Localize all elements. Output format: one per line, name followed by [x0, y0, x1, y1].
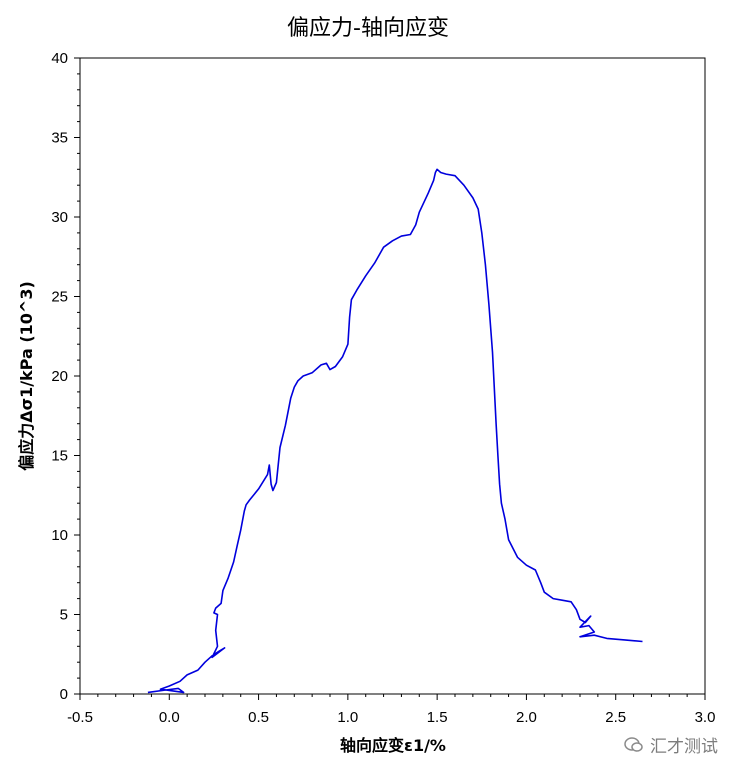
- x-tick-label: 2.0: [516, 709, 537, 726]
- y-tick-label: 30: [51, 209, 68, 226]
- x-tick-label: 2.5: [605, 709, 626, 726]
- plot-area-frame: [79, 57, 706, 695]
- y-tick-label: 25: [51, 289, 68, 306]
- x-tick-label: 3.0: [695, 709, 716, 726]
- x-tick-label: 1.5: [427, 709, 448, 726]
- x-tick-label: 0.5: [248, 709, 269, 726]
- y-tick-label: 20: [51, 368, 68, 385]
- y-tick-label: 15: [51, 448, 68, 465]
- y-axis: 0 5 10 15 20 25 30 35 40: [51, 50, 80, 703]
- x-tick-label: -0.5: [67, 709, 93, 726]
- watermark-text: 汇才测试: [650, 737, 718, 757]
- watermark: 汇才测试: [624, 732, 718, 757]
- y-tick-label: 10: [51, 527, 68, 544]
- data-series-line: [147, 168, 643, 694]
- y-tick-label: 0: [60, 686, 68, 703]
- y-tick-label: 35: [51, 130, 68, 147]
- y-tick-label: 40: [51, 50, 68, 67]
- x-tick-label: 0.0: [159, 709, 180, 726]
- y-axis-label: 偏应力Δσ1/kPa (10^3): [17, 281, 36, 471]
- x-axis: -0.5 0.0 0.5 1.0 1.5 2.0 2.5 3.0: [67, 694, 715, 726]
- chart-title: 偏应力-轴向应变: [287, 16, 449, 41]
- x-tick-label: 1.0: [337, 709, 358, 726]
- y-tick-label: 5: [60, 607, 68, 624]
- chat-bubble-icon: [624, 736, 643, 752]
- x-axis-label: 轴向应变ε1/%: [340, 736, 446, 755]
